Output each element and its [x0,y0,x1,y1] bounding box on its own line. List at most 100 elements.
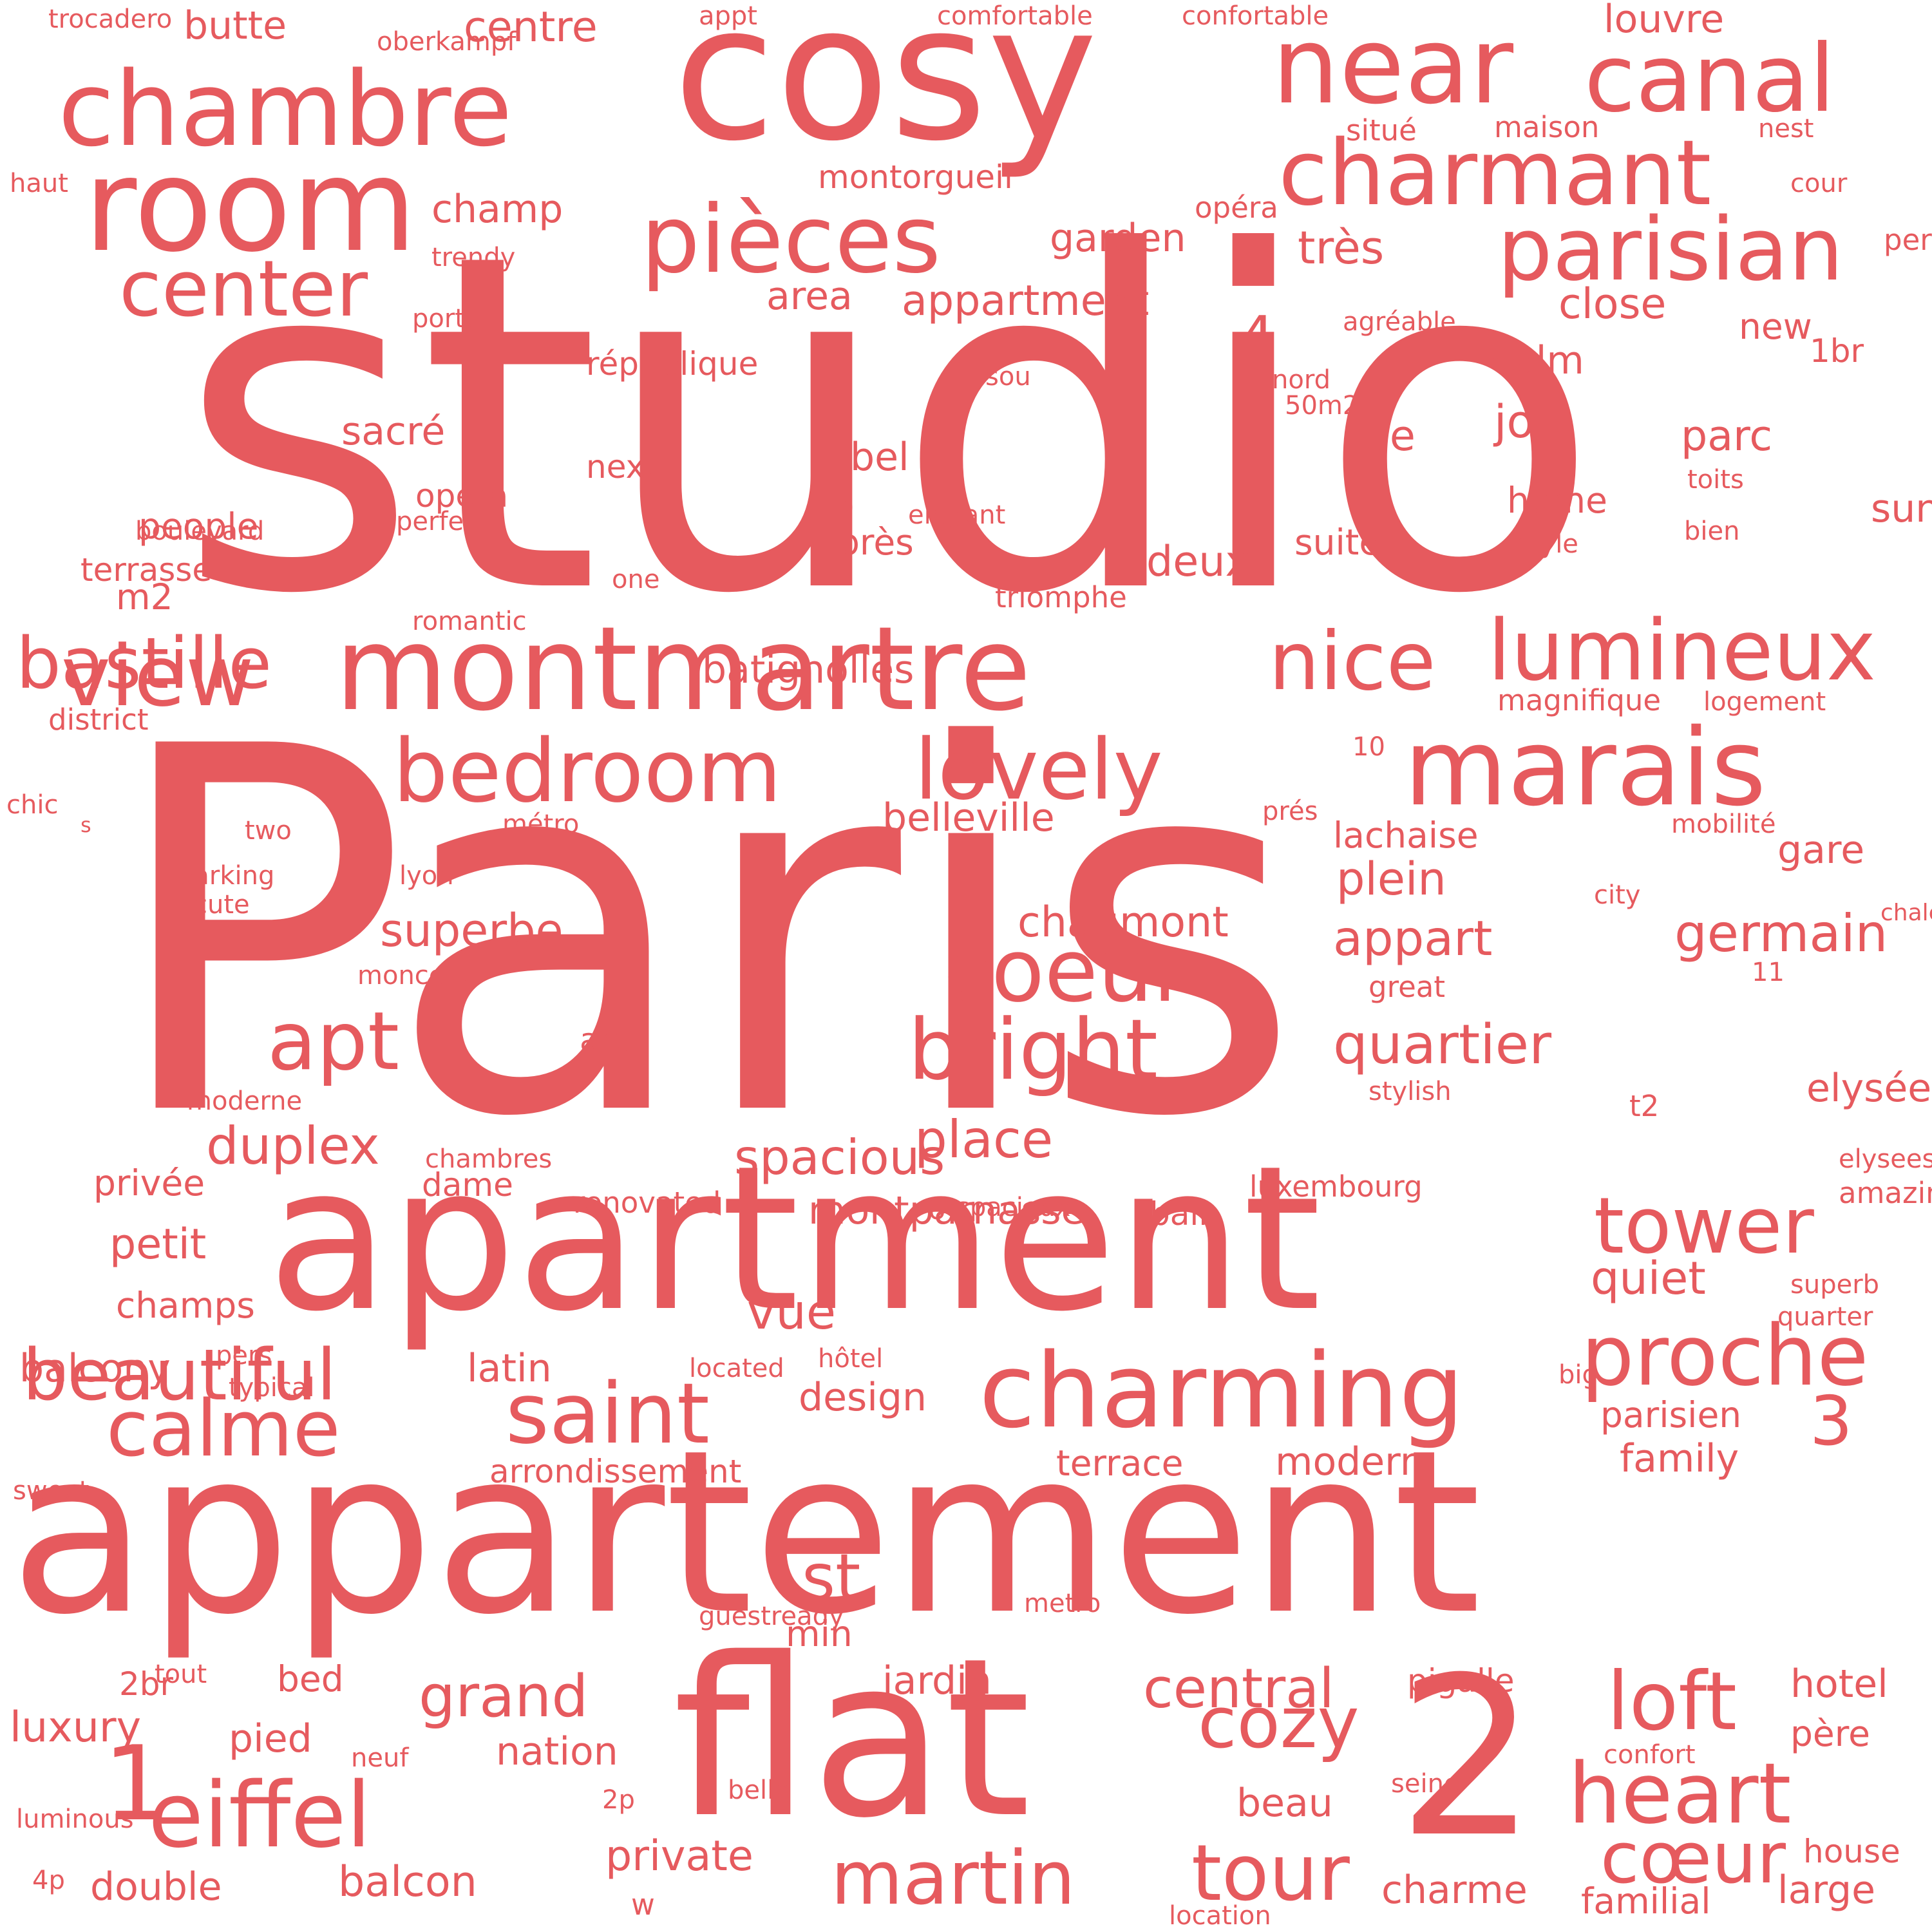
word: nord [1272,365,1331,395]
word: typical [229,1373,315,1403]
word: butte [184,3,287,48]
word: 15 [1346,471,1379,501]
word: metro [1024,1589,1101,1618]
word: eiffel [148,1763,372,1868]
word: 6 [927,1192,946,1226]
word: privée [93,1162,205,1204]
word: 2br [119,1665,174,1703]
word: cosy [673,0,1098,182]
word: near [1272,4,1514,128]
word: mobilité [1671,810,1776,839]
word: confortable [1182,1,1329,31]
word: oberkampf [377,27,516,57]
word: centre [464,3,598,52]
word: balcony [19,1346,171,1391]
word: louvre [1604,0,1725,42]
word: private [605,1832,753,1880]
word: gare [1777,828,1865,873]
word: Paris [106,641,1303,1226]
word: home [1507,480,1607,521]
word: 4 [1240,305,1275,368]
word: view [61,627,254,725]
word: quartier [1333,1013,1552,1077]
word: room [84,131,417,281]
word: appart [1333,910,1493,967]
word: trendy [431,243,516,272]
word: elysees [1839,1144,1932,1174]
word: personnes [1884,223,1932,257]
word: parc [1681,412,1773,460]
word: tout [155,1660,207,1689]
word: lyon [399,861,454,891]
word: calm [1491,338,1584,383]
word: chaumont [1018,898,1229,947]
word: bel [850,435,909,480]
word: batignolles [702,647,914,692]
word: pigalle [1407,1662,1515,1700]
word: lachaise [1333,815,1479,856]
word: père [1790,1713,1870,1754]
word: 50m2 [1285,391,1359,421]
word: coeur [943,920,1189,1021]
word: apartment [267,1123,1321,1356]
word: belleville [882,795,1055,840]
word: large [1777,1868,1876,1913]
word: design [799,1375,927,1420]
word: charme [1381,1868,1528,1913]
word: luxury [10,1703,142,1752]
word: près [837,522,914,563]
word: new [1739,306,1812,347]
word: agréable [1343,307,1456,337]
word: parisian [1497,199,1844,300]
word: métro [502,810,580,839]
word: germain [1674,904,1888,963]
word: monceau [357,961,477,990]
word: grand [419,1663,589,1730]
word: luminous [16,1804,134,1834]
word: 1 [103,1723,169,1844]
word: boulevard [135,516,265,546]
word: champs [116,1285,255,1326]
word: one [612,565,660,594]
word: superbe [380,904,564,957]
word: lovely [914,721,1163,819]
word: pers [216,1341,272,1370]
word: perfect [396,507,488,536]
word: opéra [1195,191,1278,225]
word: 10 [1352,732,1385,762]
word: trocadero [48,5,173,34]
word: loft [1607,1655,1738,1748]
word: nest [1758,114,1814,144]
word: rue [1346,412,1416,460]
word: 3 [1810,1382,1853,1461]
word: balcon [338,1858,477,1906]
word: calme [106,1385,341,1474]
word: pièces [641,185,942,294]
word: min [786,1613,853,1654]
word: martin [831,1835,1075,1922]
word: montorgueil [818,158,1013,196]
word: 5 [828,476,857,529]
word: confort [1604,1740,1696,1770]
word: style [1517,529,1578,559]
word: appartment [902,277,1150,325]
word: center [119,245,368,334]
word: plein [1336,853,1446,905]
word: elegant [908,500,1006,530]
word: seine [1391,1769,1460,1799]
word: deux [1146,538,1250,586]
word: appartement [10,1401,1482,1664]
word: romantic [412,607,527,636]
word: location [1169,1901,1271,1931]
word: m2 [116,576,173,618]
word: dame [422,1166,513,1204]
word: bedroom [393,721,782,822]
word: cœur [1600,1817,1786,1899]
word: terrasse [80,551,213,589]
word: opera [415,477,509,515]
word: bed [277,1658,344,1700]
word: big [1558,1360,1598,1390]
word: bail [1150,1195,1208,1233]
word: charmant [1278,121,1712,226]
word: duplex [206,1116,380,1176]
